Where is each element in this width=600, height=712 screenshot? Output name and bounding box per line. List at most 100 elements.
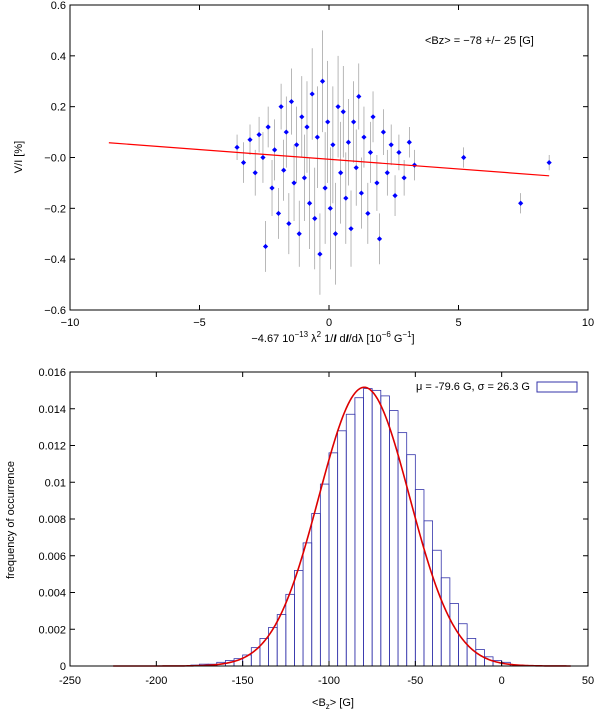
scatter-point — [335, 104, 341, 110]
scatter-point — [351, 119, 357, 125]
scatter-x-tick-label: 5 — [455, 317, 461, 329]
histogram-bar — [319, 483, 330, 667]
histogram-bar — [423, 520, 434, 667]
scatter-point — [278, 104, 284, 110]
scatter-point — [304, 124, 310, 130]
histogram-y-tick-label: 0 — [60, 661, 66, 673]
scatter-point — [317, 251, 323, 257]
scatter-point — [294, 142, 300, 148]
scatter-point — [281, 167, 287, 173]
histogram-bar — [458, 623, 468, 667]
gaussian-fit-curve — [113, 386, 571, 667]
scatter-point — [275, 210, 282, 217]
scatter-point — [240, 159, 247, 166]
scatter-point — [309, 91, 315, 97]
scatter-point — [314, 134, 320, 140]
scatter-point — [388, 142, 394, 148]
histogram-y-tick-label: 0.006 — [38, 551, 66, 563]
histogram-bar — [311, 513, 321, 667]
scatter-point — [306, 200, 313, 206]
histogram-x-tick-label: 50 — [582, 675, 594, 687]
histogram-x-tick-label: -100 — [318, 675, 340, 687]
scatter-point — [299, 114, 305, 120]
scatter-point — [265, 124, 271, 130]
scatter-point — [406, 139, 412, 145]
scatter-errorbars — [236, 30, 550, 295]
histogram-bar — [259, 638, 269, 667]
scatter-point — [384, 170, 390, 176]
histogram-legend-text: μ = -79.6 G, σ = 26.3 G — [416, 381, 530, 393]
histogram-y-tick-label: 0.004 — [38, 588, 66, 600]
scatter-point — [260, 154, 266, 161]
scatter-point — [546, 159, 552, 166]
scatter-y-tick-label: −0.6 — [44, 305, 66, 317]
scatter-point — [296, 231, 302, 237]
histogram-x-tick-label: -200 — [145, 675, 167, 687]
scatter-point — [348, 226, 354, 232]
scatter-point — [353, 165, 359, 171]
histogram-bar — [440, 577, 451, 667]
histogram-y-tick-label: 0.014 — [38, 404, 66, 416]
scatter-point — [262, 243, 269, 250]
scatter-y-ticks: −0.6 −0.4 −0.2 −0.0 0.2 0.4 0.6 — [44, 0, 588, 317]
scatter-point — [312, 215, 318, 222]
scatter-point — [392, 193, 398, 199]
histogram-y-axis-label: frequency of occurrence — [5, 461, 17, 579]
scatter-point — [330, 142, 336, 148]
histogram-bar — [380, 395, 390, 667]
scatter-point — [370, 114, 376, 120]
scatter-point — [322, 185, 328, 191]
scatter-x-tick-label: −10 — [61, 317, 80, 329]
scatter-point — [338, 170, 344, 176]
scatter-panel: −10 −5 0 5 10 −0.6 −0.4 −0.2 −0.0 0.2 0.4 0.6 <Bz>… — [13, 0, 594, 345]
histogram-bar — [294, 570, 304, 667]
histogram-y-ticks: 0 0.002 0.004 0.006 0.008 0.01 0.012 0.014 0.016 — [38, 367, 588, 673]
scatter-x-tick-label: −5 — [193, 317, 206, 329]
histogram-bar — [406, 454, 416, 667]
scatter-point — [291, 180, 297, 186]
scatter-point — [343, 195, 349, 201]
scatter-x-tick-label: 0 — [326, 317, 332, 329]
histogram-x-tick-label: -250 — [59, 675, 81, 687]
scatter-plot-frame — [69, 4, 589, 311]
scatter-fit-line — [108, 142, 550, 177]
scatter-point — [301, 175, 307, 181]
scatter-point — [234, 144, 240, 150]
scatter-x-ticks: −10 −5 0 5 10 — [61, 5, 594, 329]
scatter-point — [401, 175, 407, 181]
histogram-bar — [371, 389, 382, 667]
scatter-y-axis-label: V/I [%] — [13, 141, 25, 173]
scatter-point — [340, 109, 346, 115]
scatter-y-tick-label: 0.4 — [51, 51, 66, 63]
histogram-bar — [449, 603, 459, 667]
scatter-point — [361, 134, 367, 140]
scatter-point — [269, 185, 275, 191]
scatter-y-tick-label: −0.2 — [44, 203, 66, 215]
scatter-point — [332, 231, 339, 237]
histogram-bar — [337, 430, 347, 667]
scatter-point — [374, 180, 380, 186]
scatter-y-tick-label: 0.2 — [51, 102, 66, 114]
scatter-point — [396, 149, 402, 156]
scatter-point — [288, 98, 295, 105]
scatter-y-tick-label: −0.0 — [44, 153, 66, 165]
histogram-bars — [190, 388, 511, 667]
histogram-x-tick-label: 0 — [499, 675, 505, 687]
scatter-point — [325, 119, 331, 125]
histogram-y-tick-label: 0.012 — [38, 441, 66, 453]
histogram-y-tick-label: 0.002 — [38, 624, 66, 636]
histogram-bar — [432, 549, 442, 667]
histogram-bar — [345, 413, 356, 667]
histogram-x-axis-label: <Bz> [G] — [312, 697, 354, 711]
scatter-point — [518, 200, 524, 206]
scatter-point — [256, 132, 262, 138]
histogram-x-tick-label: -50 — [407, 675, 423, 687]
histogram-panel: -250 -200 -150 -100 -50 0 50 00.0020.0040.0060… — [5, 367, 594, 711]
scatter-y-tick-label: 0.6 — [51, 0, 66, 12]
scatter-bz-annotation: <Bz> = −78 +/− 25 [G] — [425, 35, 534, 47]
histogram-bar — [354, 397, 364, 667]
scatter-point — [358, 190, 364, 196]
histogram-bar — [363, 388, 373, 667]
scatter-point — [461, 154, 467, 161]
scatter-point — [247, 137, 253, 143]
